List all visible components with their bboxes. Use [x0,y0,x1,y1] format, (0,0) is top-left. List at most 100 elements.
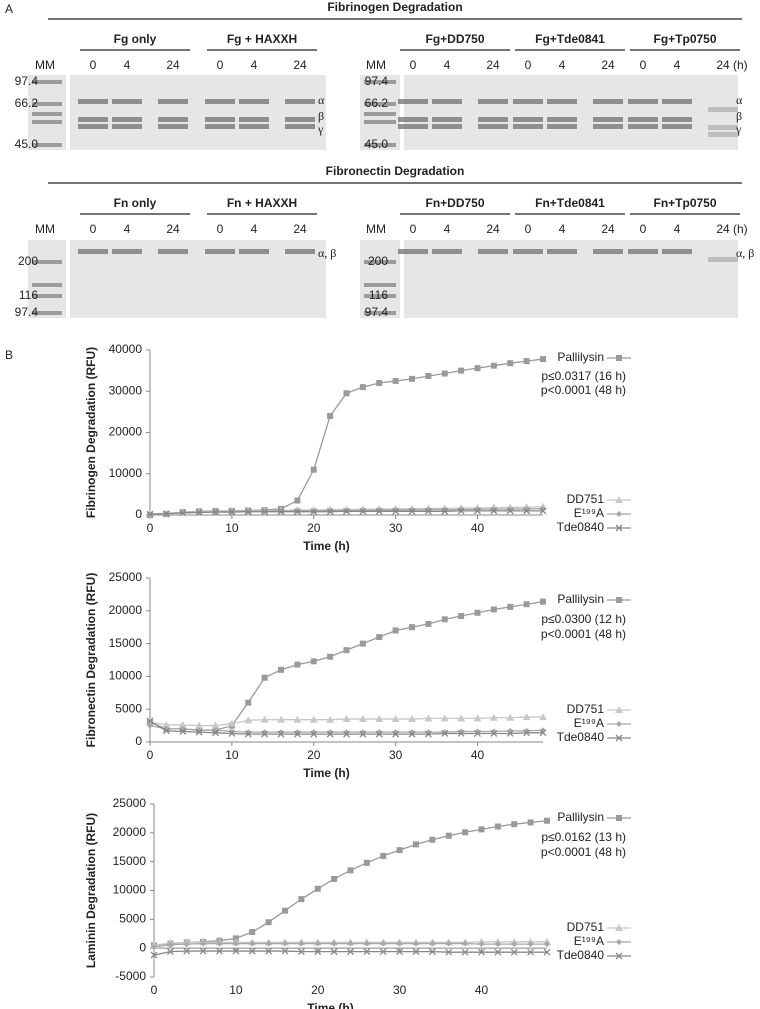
point [507,603,514,610]
legend-label: E¹⁹⁹A [574,716,604,730]
lane-label: 24 [716,222,730,236]
point [379,948,387,956]
gel-band [593,117,623,122]
lane-label: 4 [674,222,681,236]
point [298,896,305,903]
lane-label: 24 [166,58,180,72]
gel-band [239,249,269,254]
point [314,948,322,956]
point [277,730,285,738]
x-axis-title: Time (h) [303,539,349,553]
ladder-band [364,260,396,264]
point [461,948,469,956]
x-tick-label: 0 [147,748,154,762]
point [147,722,153,729]
point [167,941,174,948]
y-tick-label: 10000 [109,466,143,480]
x-tick-label: 40 [471,521,485,535]
gel-band [478,124,508,129]
ladder-band [32,102,62,106]
point [409,624,415,631]
point [359,384,366,391]
gel-band [708,125,738,130]
ladder-band [364,112,396,116]
point [363,948,371,956]
ladder-band [32,311,62,315]
point [293,508,301,516]
gel-band [628,117,658,122]
point [244,730,252,738]
point [265,947,273,955]
y-tick-label: 20000 [109,425,143,439]
ladder-band [364,311,396,315]
lane-label: 0 [217,58,224,72]
gel-band [112,117,142,122]
point [510,948,518,956]
gel-title: Fibrinogen Degradation [327,0,462,14]
point [494,941,501,948]
legend-marker [616,815,622,821]
point [293,730,301,738]
legend-marker [615,496,623,503]
gel-band [628,124,658,129]
gel-band [285,99,315,104]
gel-band [708,107,738,112]
point [490,606,497,613]
point [151,944,157,951]
point [409,375,415,382]
point [457,714,466,722]
point [540,598,546,605]
chain-label: α [736,93,743,107]
point [429,836,436,843]
point [441,507,449,515]
ladder-band [32,112,62,116]
lane-label: 0 [410,222,417,236]
gel-band [78,249,108,254]
gel-band [398,117,428,122]
gel-band [78,124,108,129]
chain-label: α, β [736,246,754,260]
gel-band [112,99,142,104]
point [392,507,400,515]
point [413,940,419,947]
point [326,715,335,723]
point [375,507,383,515]
legend-marker [615,524,623,532]
gel-band [593,249,623,254]
gel-band [478,117,508,122]
lane-label: 24 [601,58,615,72]
point [297,948,305,956]
legend-label: Pallilysin [557,810,604,824]
y-tick-label: 0 [135,734,142,748]
point [249,940,256,947]
y-tick-label: 15000 [109,636,143,650]
lane-label: 0 [640,222,647,236]
point [424,730,432,738]
point [293,715,302,723]
point [310,508,318,516]
gel-band [158,124,188,129]
gel-band [708,132,738,137]
annotation: p≤0.0300 (12 h) [541,612,626,626]
marker-label: 45.0 [15,137,39,151]
point [457,730,465,737]
point [523,601,530,608]
annotation: p<0.0001 (48 h) [541,627,626,641]
point [249,929,256,936]
x-tick-label: 20 [307,748,321,762]
point [363,859,370,866]
x-tick-label: 10 [225,521,239,535]
point [260,715,269,723]
lane-label: 0 [90,222,97,236]
gel-band [432,249,462,254]
lane-label: 0 [217,222,224,236]
y-tick-label: 40000 [109,342,143,356]
gel-band [239,124,269,129]
point [408,715,416,723]
gel-band [708,257,738,262]
point [543,948,551,956]
point [490,507,498,515]
y-axis-title: Fibronectin Degradation (RFU) [84,573,98,748]
group-label: Fn + HAXXH [227,196,297,210]
ladder-band [364,294,396,298]
